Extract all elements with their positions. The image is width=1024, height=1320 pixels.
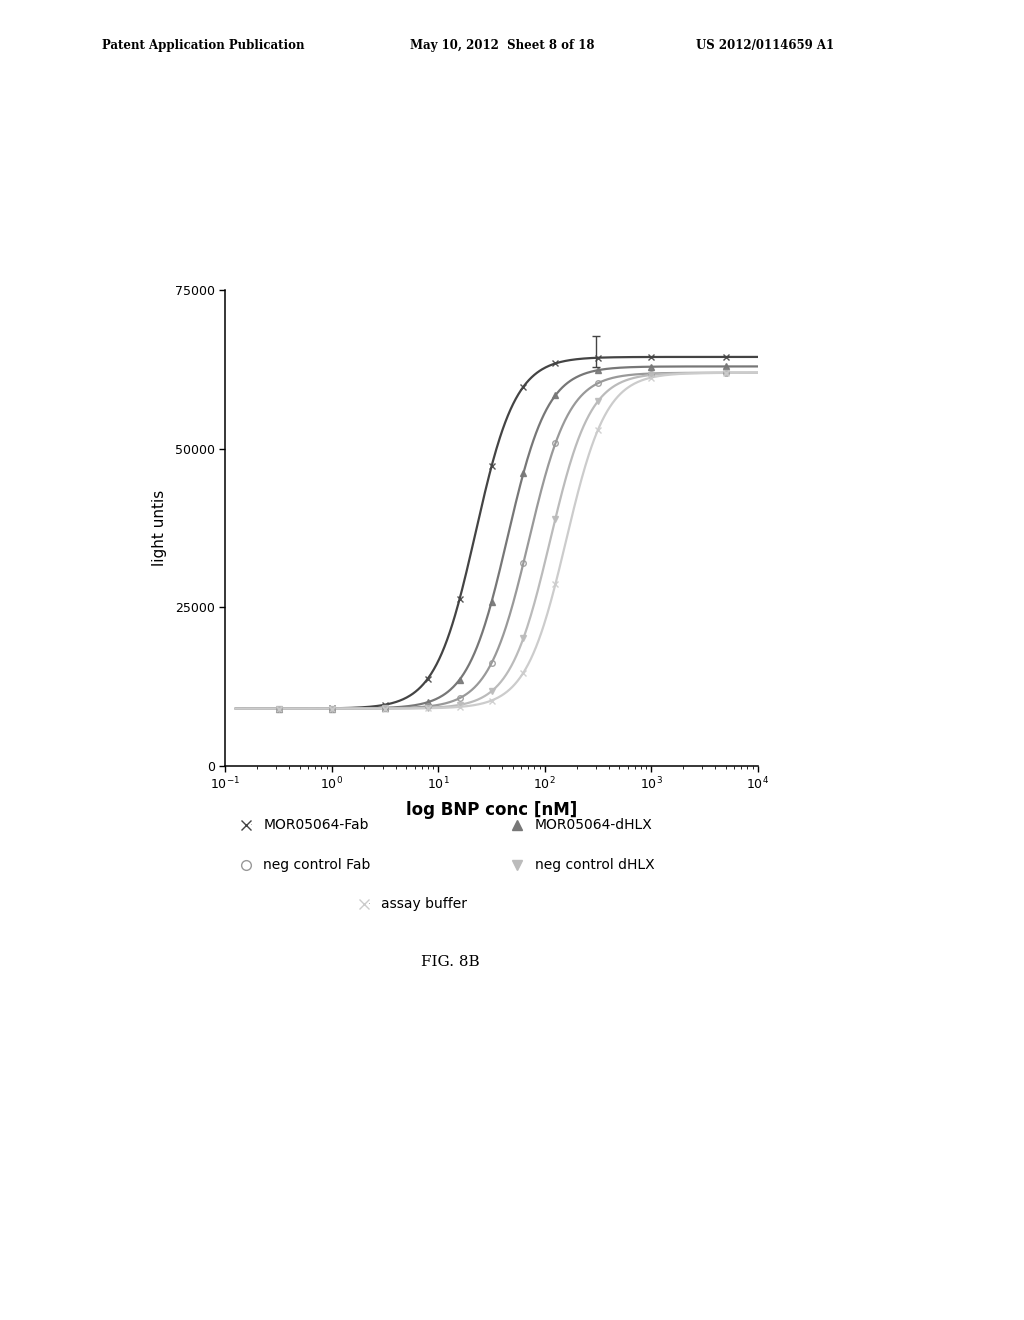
Text: neg control dHLX: neg control dHLX <box>535 858 654 871</box>
Text: US 2012/0114659 A1: US 2012/0114659 A1 <box>696 38 835 51</box>
Text: assay buffer: assay buffer <box>381 898 467 911</box>
X-axis label: log BNP conc [nM]: log BNP conc [nM] <box>406 801 578 818</box>
Text: MOR05064-Fab: MOR05064-Fab <box>263 818 369 832</box>
Text: May 10, 2012  Sheet 8 of 18: May 10, 2012 Sheet 8 of 18 <box>410 38 594 51</box>
Text: FIG. 8B: FIG. 8B <box>421 956 480 969</box>
Text: MOR05064-dHLX: MOR05064-dHLX <box>535 818 652 832</box>
Y-axis label: light untis: light untis <box>152 490 167 566</box>
Text: neg control Fab: neg control Fab <box>263 858 371 871</box>
Text: Patent Application Publication: Patent Application Publication <box>102 38 305 51</box>
